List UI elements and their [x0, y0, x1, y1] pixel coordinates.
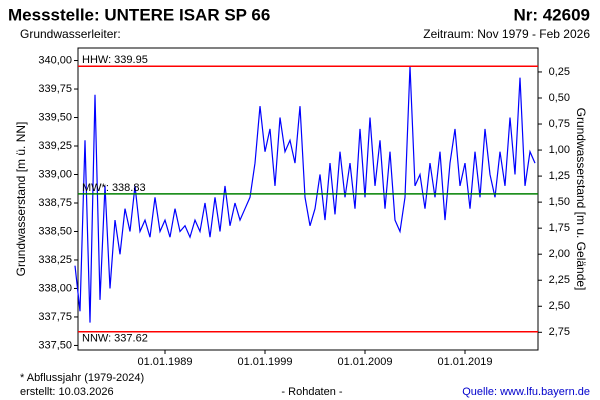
reference-label: NNW: 337.62: [82, 333, 148, 345]
y2-tick-label: 2,75: [549, 326, 570, 338]
data-kind: - Rohdaten -: [281, 386, 342, 398]
y-tick-label: 337,50: [38, 339, 72, 351]
subtitle: Grundwasserleiter:: [20, 27, 121, 41]
data-line: [74, 66, 536, 323]
y-tick-label: 338,25: [38, 254, 72, 266]
footnote: * Abflussjahr (1979-2024): [20, 372, 144, 384]
y2-tick-label: 1,75: [549, 222, 570, 234]
y-tick-label: 337,75: [38, 311, 72, 323]
station-number: Nr: 42609: [513, 5, 590, 24]
reference-label: MW*: 338.83: [82, 182, 146, 194]
y2-tick-label: 1,25: [549, 170, 570, 182]
created-date: erstellt: 10.03.2026: [20, 386, 114, 398]
y2-tick-label: 2,50: [549, 300, 570, 312]
y2-tick-label: 0,50: [549, 92, 570, 104]
y2-tick-label: 0,25: [549, 66, 570, 78]
chart-title: Messstelle: UNTERE ISAR SP 66: [8, 5, 270, 24]
y-tick-label: 338,75: [38, 197, 72, 209]
y2-tick-label: 1,50: [549, 196, 570, 208]
source-link[interactable]: Quelle: www.lfu.bayern.de: [462, 386, 590, 398]
y-tick-label: 339,25: [38, 140, 72, 152]
y-tick-label: 339,75: [38, 83, 72, 95]
y2-tick-label: 0,75: [549, 118, 570, 130]
y-tick-label: 339,50: [38, 111, 72, 123]
x-tick-label: 01.01.1989: [137, 356, 192, 368]
y-tick-label: 338,00: [38, 282, 72, 294]
y-tick-label: 339,00: [38, 168, 72, 180]
x-tick-label: 01.01.2019: [437, 356, 492, 368]
y2-tick-label: 2,25: [549, 274, 570, 286]
y-tick-label: 338,50: [38, 225, 72, 237]
y2-tick-label: 1,00: [549, 144, 570, 156]
x-tick-label: 01.01.1999: [237, 356, 292, 368]
y-axis-label: Grundwasserstand [m ü. NN]: [14, 122, 28, 277]
y2-tick-label: 2,00: [549, 248, 570, 260]
y-tick-label: 340,00: [38, 54, 72, 66]
y2-axis-label: Grundwasserstand [m u. Gelände]: [574, 108, 588, 291]
period: Zeitraum: Nov 1979 - Feb 2026: [423, 27, 590, 41]
x-tick-label: 01.01.2009: [337, 356, 392, 368]
reference-label: HHW: 339.95: [82, 54, 148, 66]
